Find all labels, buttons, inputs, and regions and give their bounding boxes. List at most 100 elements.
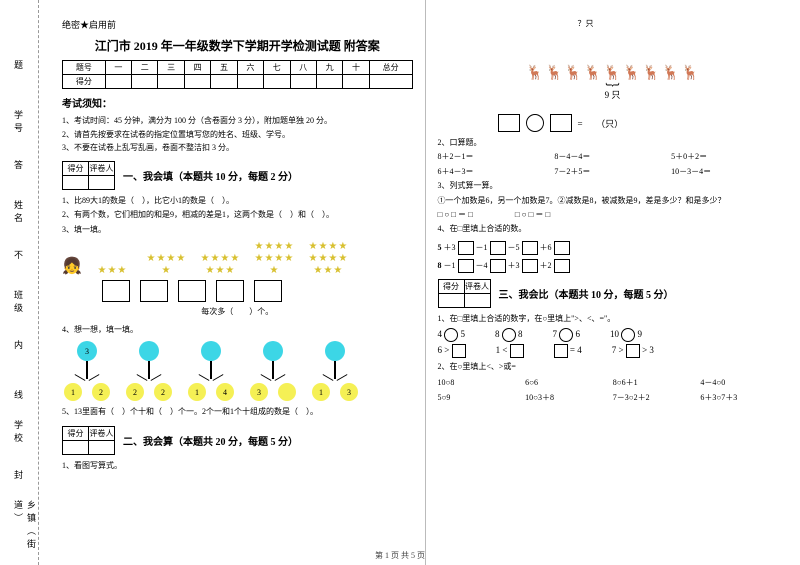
eq-box <box>498 114 520 132</box>
answer-box <box>254 280 282 302</box>
cmp-item: 5○9 <box>438 390 526 405</box>
question-text: ①一个加数是6，另一个加数是7。②减数是8，被减数是9，差是多少？和是多少？ <box>438 194 789 208</box>
number-bond: 13 <box>310 341 360 401</box>
grade-box: 得分评卷人 <box>62 426 115 455</box>
score-header: 八 <box>290 61 316 75</box>
chain-1: 5＋3－1－5＋6 <box>438 241 789 255</box>
score-header: 二 <box>132 61 158 75</box>
grade-label: 评卷人 <box>464 279 490 293</box>
binding-label: 姓名 <box>12 200 25 226</box>
cmp-item: 7－3○2＋2 <box>613 390 701 405</box>
score-header: 三 <box>158 61 184 75</box>
number-bond: 312 <box>62 341 112 401</box>
compare-row: 4 5 8 8 7 6 10 9 <box>438 328 789 342</box>
cmp-item: 4－4○0 <box>700 375 788 390</box>
score-header: 一 <box>105 61 131 75</box>
grade-label: 评卷人 <box>89 161 115 175</box>
binding-label: 内 <box>12 340 25 353</box>
number-bonds: 312 22 14 3 13 <box>62 341 413 401</box>
binding-margin: 乡镇（街道） 封 学校 线 内 班级 不 姓名 答 学号 题 <box>0 0 50 565</box>
eq-circle <box>526 114 544 132</box>
star-group: ★★★★★★★★★★★ <box>304 241 352 276</box>
number-bond: 22 <box>124 341 174 401</box>
answer-box <box>216 280 244 302</box>
cmp-item: 6＋3○7＋3 <box>700 390 788 405</box>
deer-figure: ？只 🦌🦌🦌🦌🦌🦌🦌🦌🦌 ︸ 9 只 <box>438 18 789 108</box>
cmp-item: 8○6＋1 <box>613 375 701 390</box>
calc-item: 8＋2－1＝ <box>438 150 555 164</box>
square-blank <box>452 344 466 358</box>
section-bar: 得分评卷人 二、我会算（本题共 20 分，每题 5 分） <box>62 426 413 455</box>
score-table: 题号 一 二 三 四 五 六 七 八 九 十 总分 得分 <box>62 60 413 89</box>
binding-line <box>38 0 39 565</box>
grade-label: 得分 <box>438 279 464 293</box>
score-header: 题号 <box>63 61 106 75</box>
left-column: 绝密★启用前 江门市 2019 年一年级数学下学期开学检测试题 附答案 题号 一… <box>50 0 426 565</box>
notice-item: 2、请首先按要求在试卷的指定位置填写您的姓名、班级、学号。 <box>62 128 413 142</box>
binding-label: 题 <box>12 60 25 73</box>
score-header: 五 <box>211 61 237 75</box>
question: 3、列式算一算。 <box>438 179 789 193</box>
cmp-item: 10○8 <box>438 375 526 390</box>
circle-blank <box>502 328 516 342</box>
cmp-item: 6○6 <box>525 375 613 390</box>
question: 2、口算题。 <box>438 136 789 150</box>
score-header: 九 <box>316 61 342 75</box>
binding-label: 学校 <box>12 420 25 446</box>
blank-equation: □○□＝□ □○□＝□ <box>438 208 789 222</box>
number-bond: 14 <box>186 341 236 401</box>
notice-title: 考试须知： <box>62 95 413 110</box>
question: 2、有两个数，它们相加的和是9，相减的差是1，这两个数是（ ）和（ ）。 <box>62 208 413 222</box>
section-bar: 得分评卷人 三、我会比（本题共 10 分，每题 5 分） <box>438 279 789 308</box>
section-title: 三、我会比（本题共 10 分，每题 5 分） <box>499 286 674 301</box>
deer-question: ？只 <box>578 18 594 29</box>
score-header: 十 <box>343 61 369 75</box>
calc-item: 6＋4－3＝ <box>438 165 555 179</box>
eq-tail: = （只） <box>578 117 624 130</box>
binding-label: 班级 <box>12 290 25 316</box>
chain-2: 8－1－4＋3＋2 <box>438 259 789 273</box>
star-group: ★★★★★ <box>142 253 190 276</box>
binding-label: 学号 <box>12 110 25 136</box>
star-group: ★★★★★★★★★ <box>250 241 298 276</box>
question: 3、填一填。 <box>62 223 413 237</box>
exam-title: 江门市 2019 年一年级数学下学期开学检测试题 附答案 <box>62 37 413 54</box>
question: 5、13里面有（ ）个十和（ ）个一。2个一和1个十组成的数是（ ）。 <box>62 405 413 419</box>
circle-blank <box>559 328 573 342</box>
answer-boxes <box>102 280 413 302</box>
kid-icon: 👧 <box>62 256 82 276</box>
circle-blank <box>444 328 458 342</box>
number-bond: 3 <box>248 341 298 401</box>
question: 1、看图写算式。 <box>62 459 413 473</box>
page-footer: 第 1 页 共 5 页 <box>0 550 800 561</box>
grade-label: 评卷人 <box>89 426 115 440</box>
score-header: 四 <box>184 61 210 75</box>
question: 1、比89大1的数是（ ），比它小1的数是（ ）。 <box>62 194 413 208</box>
notice-item: 1、考试时间：45 分钟，满分为 100 分（含卷面分 3 分），附加题单独 2… <box>62 114 413 128</box>
grade-label: 得分 <box>63 426 89 440</box>
question: 1、在□里填上合适的数字，在○里填上">、<、="。 <box>438 312 789 326</box>
section-title: 二、我会算（本题共 20 分，每题 5 分） <box>123 433 298 448</box>
score-header: 总分 <box>369 61 412 75</box>
calc-item: 7－2＋5＝ <box>554 165 671 179</box>
section-title: 一、我会填（本题共 10 分，每题 2 分） <box>123 168 298 183</box>
calc-grid: 8＋2－1＝ 8－4－4＝ 5＋0＋2＝ 6＋4－3＝ 7－2＋5＝ 10－3－… <box>438 150 789 179</box>
star-group: ★★★ <box>88 265 136 276</box>
stars-row: 👧 ★★★ ★★★★★ ★★★★★★★ ★★★★★★★★★ ★★★★★★★★★★… <box>62 241 413 276</box>
notice-item: 3、不要在试卷上乱写乱画，卷面不整洁扣 3 分。 <box>62 141 413 155</box>
cmp-item: 10○3＋8 <box>525 390 613 405</box>
compare-row: 6 > 1 < = 4 7 > > 3 <box>438 344 789 358</box>
binding-label: 封 <box>12 470 25 483</box>
question: 4、在□里填上合适的数。 <box>438 222 789 236</box>
score-row-label: 得分 <box>63 75 106 89</box>
compare-grid: 10○8 6○6 8○6＋1 4－4○0 5○9 10○3＋8 7－3○2＋2 … <box>438 375 789 405</box>
grade-box: 得分评卷人 <box>62 161 115 190</box>
answer-box <box>140 280 168 302</box>
star-group: ★★★★★★★ <box>196 253 244 276</box>
secret-label: 绝密★启用前 <box>62 18 413 31</box>
grade-label: 得分 <box>63 161 89 175</box>
calc-item: 5＋0＋2＝ <box>671 150 788 164</box>
equation-row: = （只） <box>498 114 789 132</box>
score-header: 七 <box>264 61 290 75</box>
deer-group: 🦌🦌🦌🦌🦌🦌🦌🦌🦌 <box>538 32 688 82</box>
